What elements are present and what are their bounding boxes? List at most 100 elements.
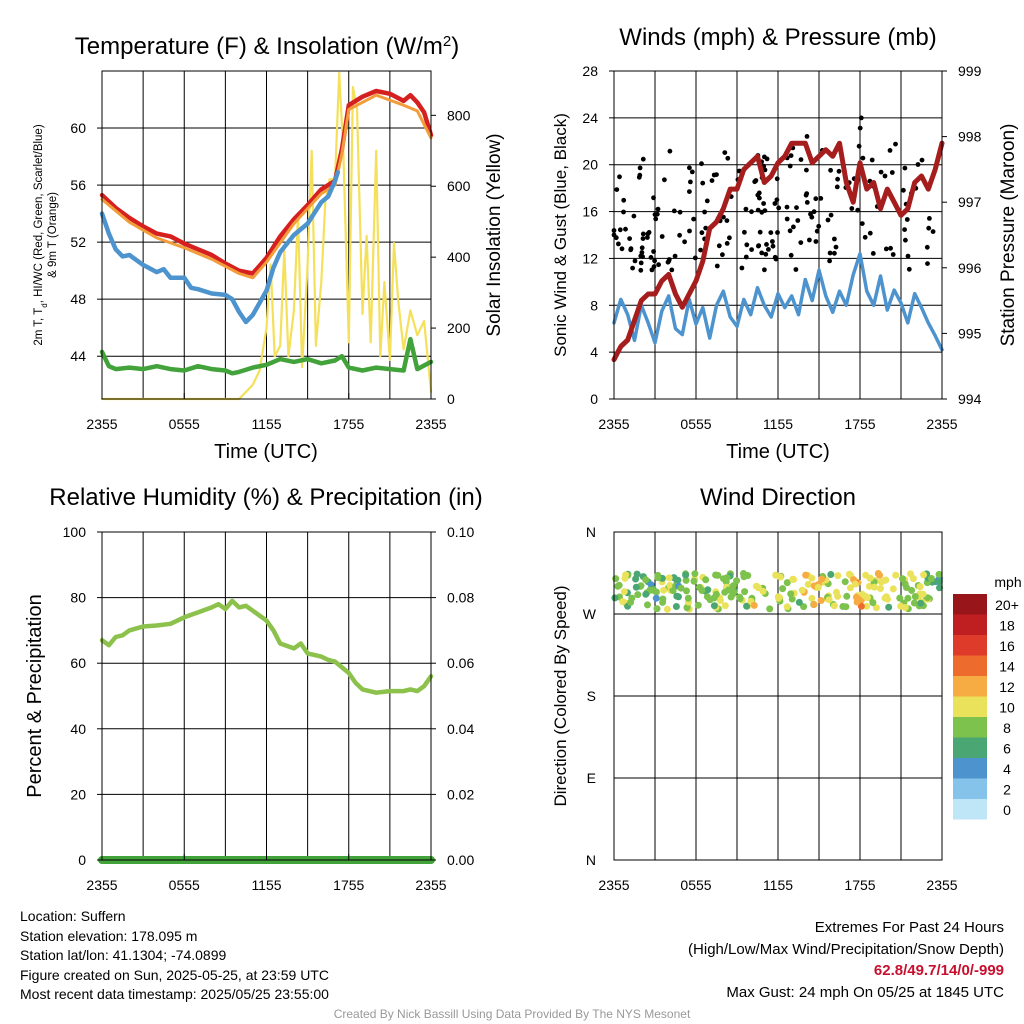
temperature-x-tick-label: 2355 bbox=[86, 416, 117, 432]
gust-point bbox=[752, 179, 758, 185]
gust-point bbox=[904, 217, 910, 222]
gust-point bbox=[628, 247, 634, 253]
gust-point bbox=[774, 197, 780, 203]
direction-point bbox=[684, 594, 692, 602]
gust-point bbox=[816, 223, 822, 229]
direction-point bbox=[901, 580, 909, 588]
direction-point bbox=[642, 576, 650, 584]
gust-point bbox=[776, 205, 782, 211]
gust-point bbox=[770, 243, 776, 249]
gust-point bbox=[793, 267, 799, 272]
direction-title: Wind Direction bbox=[700, 484, 856, 511]
gust-point bbox=[652, 258, 657, 264]
direction-point bbox=[632, 583, 640, 591]
humidity-y-tick-label: 0 bbox=[78, 852, 86, 868]
extremes-values: 62.8/49.7/14/0/-999 bbox=[873, 962, 1004, 979]
gust-point bbox=[887, 148, 893, 153]
gust-point bbox=[764, 242, 769, 247]
gust-point bbox=[716, 243, 722, 249]
legend-label: 8 bbox=[1003, 720, 1011, 736]
legend-swatch bbox=[953, 635, 987, 656]
direction-point bbox=[730, 582, 737, 590]
gust-point bbox=[756, 243, 762, 249]
winds-title: Winds (mph) & Pressure (mb) bbox=[619, 24, 936, 51]
direction-x-tick-label: 0555 bbox=[680, 877, 711, 893]
humidity-y-right-tick-label: 0.00 bbox=[447, 852, 474, 868]
gust-point bbox=[682, 239, 687, 245]
direction-point bbox=[808, 594, 816, 602]
winds-y-right-tick-label: 994 bbox=[958, 391, 982, 407]
gust-point bbox=[704, 198, 710, 204]
gust-point bbox=[666, 258, 672, 264]
gust-point bbox=[743, 206, 749, 212]
direction-point bbox=[730, 588, 738, 596]
direction-point bbox=[704, 586, 712, 594]
direction-point bbox=[804, 580, 812, 588]
winds-x-tick-label: 2355 bbox=[598, 416, 629, 432]
legend-label: 10 bbox=[999, 700, 1015, 716]
direction-point bbox=[740, 570, 747, 577]
direction-point bbox=[810, 601, 818, 608]
gust-point bbox=[902, 227, 907, 233]
humidity-x-tick-label: 0555 bbox=[169, 877, 200, 893]
humidity-panel: Relative Humidity (%) & Precipitation (i… bbox=[24, 484, 483, 893]
gust-point bbox=[857, 125, 863, 131]
gust-point bbox=[638, 267, 644, 273]
temperature-y-tick-label: 44 bbox=[70, 348, 86, 364]
extremes-title: Extremes For Past 24 Hours bbox=[814, 919, 1004, 936]
insolation-y-label: Solar Insolation (Yellow) bbox=[484, 133, 505, 336]
gust-point bbox=[878, 169, 884, 175]
gust-point bbox=[855, 207, 861, 213]
direction-point bbox=[857, 602, 865, 610]
gust-point bbox=[804, 191, 810, 197]
gust-point bbox=[791, 224, 796, 230]
direction-y-tick-label: E bbox=[587, 770, 596, 786]
gust-point bbox=[739, 265, 745, 271]
gust-point bbox=[924, 244, 930, 250]
humidity-y-tick-label: 100 bbox=[63, 524, 87, 540]
gust-point bbox=[795, 218, 801, 223]
gust-point bbox=[724, 218, 730, 224]
gust-point bbox=[775, 230, 780, 235]
gust-point bbox=[788, 252, 794, 258]
gust-point bbox=[835, 176, 840, 182]
legend-swatch bbox=[953, 696, 987, 717]
gust-point bbox=[743, 254, 749, 260]
humidity-x-tick-label: 1755 bbox=[333, 877, 364, 893]
gust-point bbox=[762, 208, 768, 214]
winds-x-label: Time (UTC) bbox=[726, 441, 830, 463]
winds-y-tick-label: 4 bbox=[590, 344, 598, 360]
gust-point bbox=[768, 230, 774, 236]
gust-point bbox=[639, 245, 645, 251]
gust-point bbox=[764, 156, 770, 162]
direction-point bbox=[669, 587, 677, 595]
direction-point bbox=[884, 595, 891, 603]
gust-point bbox=[749, 209, 754, 215]
gust-point bbox=[619, 246, 625, 252]
gust-point bbox=[700, 180, 706, 186]
direction-point bbox=[620, 588, 628, 596]
temperature-y-right-tick-label: 200 bbox=[447, 320, 471, 336]
dewpoint-series bbox=[99, 336, 434, 376]
gust-point bbox=[631, 213, 637, 219]
temperature-series bbox=[99, 88, 434, 276]
temperature-y-right-tick-label: 600 bbox=[447, 178, 471, 194]
gust-point bbox=[926, 225, 932, 231]
gust-point bbox=[727, 235, 732, 241]
legend-swatch bbox=[953, 655, 987, 676]
legend-swatch bbox=[953, 778, 987, 799]
direction-point bbox=[615, 581, 623, 589]
gust-point bbox=[890, 252, 896, 257]
gust-point bbox=[856, 143, 862, 149]
legend-label: 12 bbox=[999, 679, 1015, 695]
legend-swatch bbox=[953, 717, 987, 738]
gust-point bbox=[714, 263, 720, 269]
direction-point bbox=[694, 601, 702, 609]
temperature-y-right-tick-label: 0 bbox=[447, 391, 455, 407]
temperature-x-tick-label: 1155 bbox=[251, 416, 281, 432]
winds-y-tick-label: 8 bbox=[590, 297, 598, 313]
gust-point bbox=[902, 165, 908, 171]
direction-point bbox=[741, 588, 749, 596]
direction-point bbox=[642, 590, 650, 598]
direction-point bbox=[682, 571, 690, 579]
